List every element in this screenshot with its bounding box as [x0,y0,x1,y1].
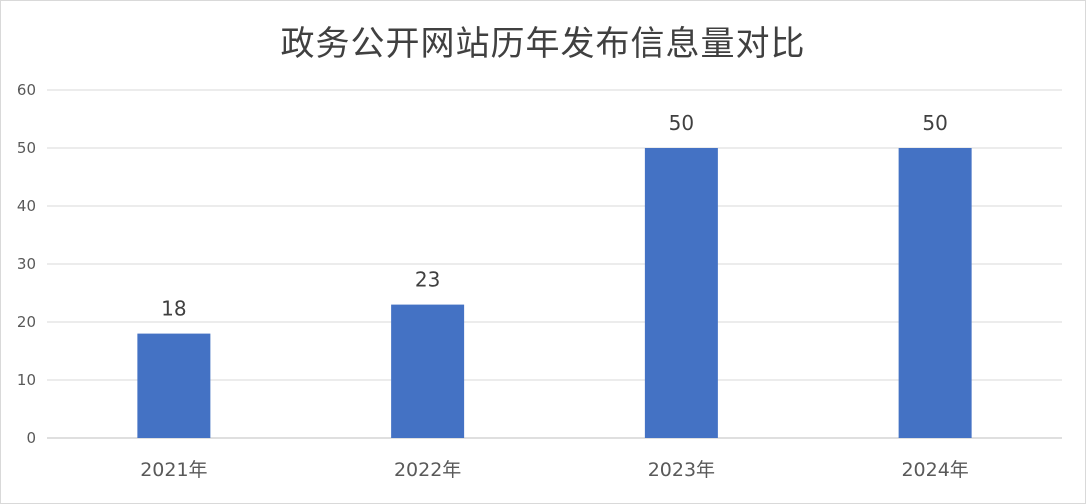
y-tick-label: 0 [26,429,36,447]
x-category-label: 2024年 [901,459,968,481]
y-tick-label: 20 [17,313,36,331]
y-tick-label: 50 [17,139,36,157]
bar [391,304,465,438]
bar [137,333,211,438]
y-tick-label: 10 [17,371,36,389]
chart-title: 政务公开网站历年发布信息量对比 [280,24,806,64]
bar [644,148,718,438]
y-tick-label: 30 [17,255,36,273]
data-label: 50 [669,111,694,135]
data-label: 23 [415,268,440,292]
x-category-label: 2022年 [394,459,461,481]
data-label: 50 [922,111,947,135]
x-category-label: 2021年 [140,459,207,481]
data-label: 18 [161,297,186,321]
y-tick-label: 60 [17,81,36,99]
y-tick-label: 40 [17,197,36,215]
x-category-label: 2023年 [648,459,715,481]
bar [898,148,972,438]
